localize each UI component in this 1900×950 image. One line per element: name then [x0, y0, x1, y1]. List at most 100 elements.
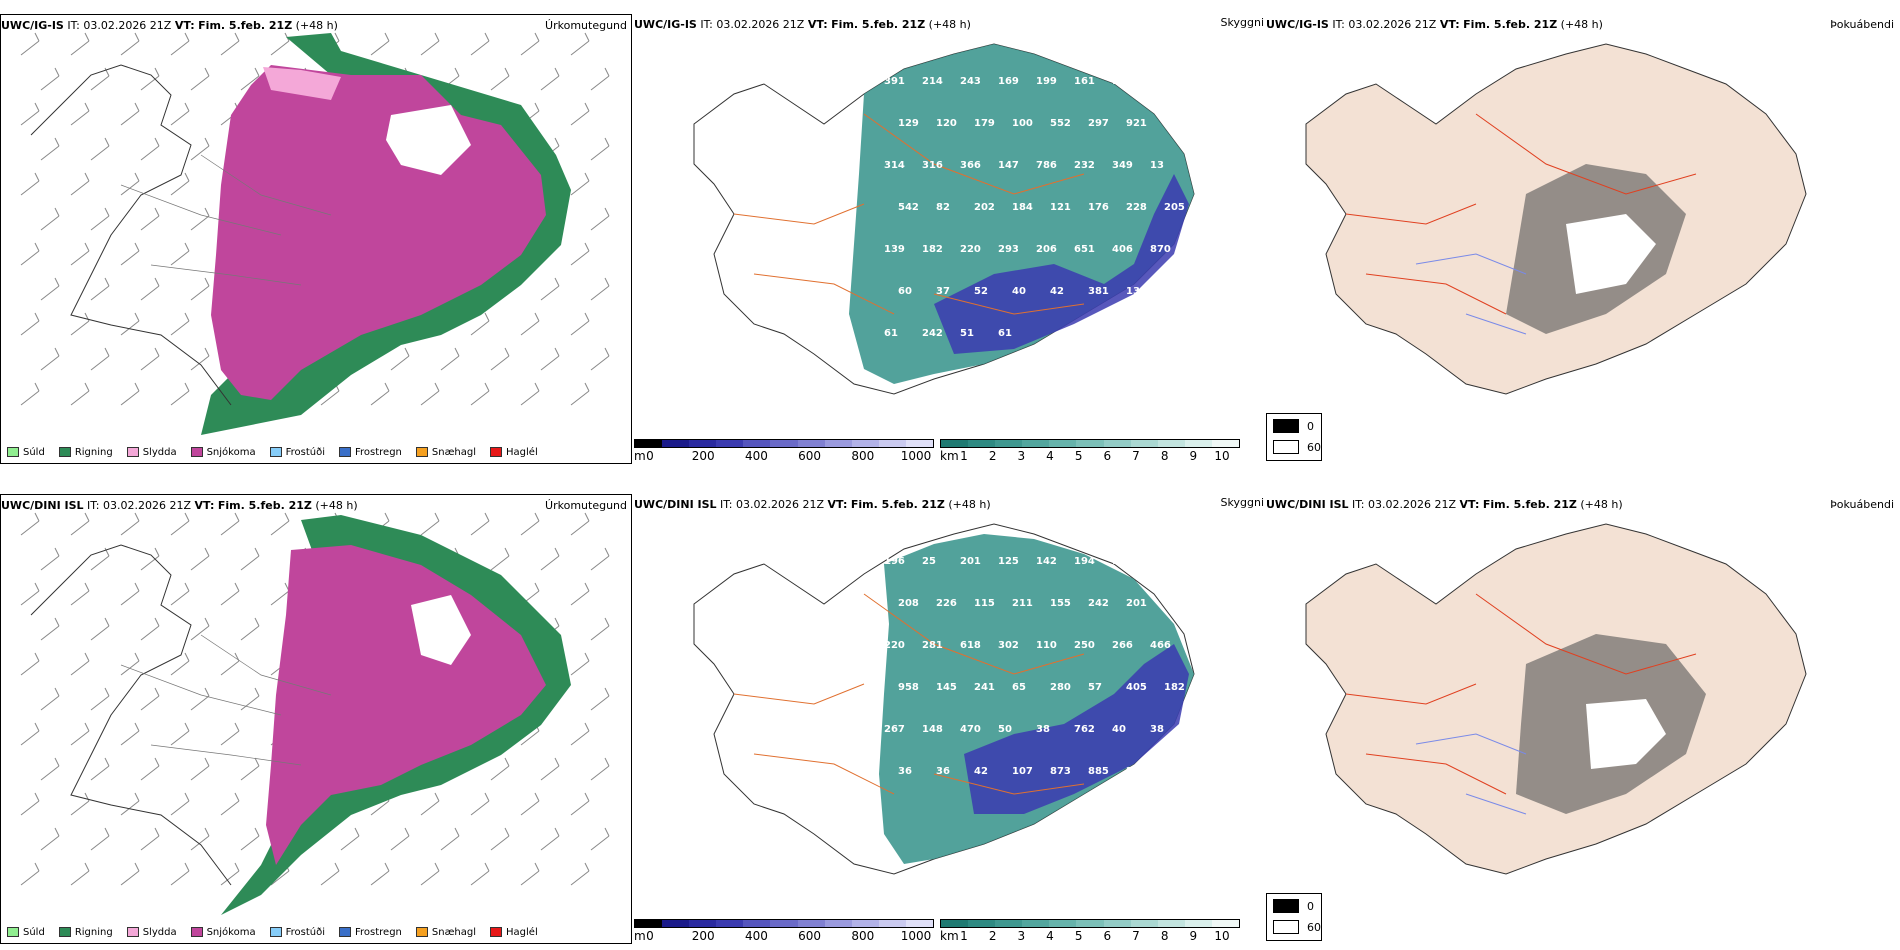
fog-key-1: 0 60 [1266, 413, 1322, 461]
wind-barb [540, 67, 560, 91]
wind-barb [190, 207, 210, 231]
visibility-value-label: 40 [1112, 724, 1126, 735]
visibility-value-label: 11 [1150, 556, 1164, 567]
wind-barb [20, 312, 40, 336]
wind-barb [540, 757, 560, 781]
white-swatch [1273, 920, 1299, 934]
visibility-value-label: 188 [1164, 118, 1185, 129]
it-label: IT: [87, 499, 100, 512]
visibility-value-label: 297 [1088, 118, 1109, 129]
black-swatch [1273, 899, 1299, 913]
legend-swatch [490, 447, 503, 457]
colorbar-cell [689, 440, 717, 447]
panel-header: UWC/IG-IS IT: 03.02.2026 21Z VT: Fim. 5.… [1266, 18, 1603, 31]
visibility-value-label: 214 [922, 76, 943, 87]
wind-barb [40, 207, 60, 231]
panel-header: UWC/IG-IS IT: 03.02.2026 21Z VT: Fim. 5.… [1, 19, 338, 32]
visibility-value-label: 406 [1112, 244, 1133, 255]
wind-barb [20, 512, 40, 536]
visibility-value-label: 266 [1112, 640, 1133, 651]
colorbar-tick: 10 [1214, 929, 1230, 943]
legend-swatch [7, 447, 19, 457]
visibility-value-label: 618 [960, 640, 981, 651]
wind-barb [220, 32, 240, 56]
wind-barb [170, 172, 190, 196]
visibility-value-label: 138 [1126, 286, 1147, 297]
visibility-value-label: 107 [1012, 766, 1033, 777]
snow-area [266, 545, 546, 865]
wind-barb [420, 862, 440, 886]
legend-label: Snæhagl [431, 926, 477, 938]
wind-barb [590, 757, 610, 781]
wind-barb [220, 512, 240, 536]
legend-item: Snjókoma [190, 447, 256, 458]
visibility-value-label: 61 [998, 328, 1012, 339]
wind-barb [170, 32, 190, 56]
model-name: UWC/DINI ISL [634, 498, 717, 511]
wind-barb [540, 827, 560, 851]
colorbar-cell [1022, 920, 1050, 927]
wind-barb [170, 242, 190, 266]
visibility-value-label: 110 [1036, 640, 1057, 651]
colorbar-cell [743, 920, 771, 927]
colorbar-tick: 200 [691, 929, 715, 943]
it-label: IT: [67, 19, 80, 32]
colorbar-cell [851, 920, 879, 927]
wind-barb [120, 172, 140, 196]
visibility-value-label: 552 [1050, 118, 1071, 129]
wind-barb [570, 512, 590, 536]
black-swatch [1273, 419, 1299, 433]
fog-panel-1: UWC/IG-IS IT: 03.02.2026 21Z VT: Fim. 5.… [1266, 14, 1900, 409]
visibility-value-label: 275 [1126, 766, 1147, 777]
iceland-west-outline [30, 64, 232, 406]
wind-barb [20, 652, 40, 676]
wind-barb [570, 722, 590, 746]
colorbar-tick: 1000 [900, 929, 932, 943]
wind-barb [120, 862, 140, 886]
wind-barb [570, 652, 590, 676]
low-visibility-area [934, 174, 1189, 354]
colorbar-cell [878, 920, 906, 927]
fog-key-2: 0 60 [1266, 893, 1322, 941]
model-name: UWC/DINI ISL [1, 499, 84, 512]
wind-barb [70, 312, 90, 336]
visibility-value-label: 873 [1050, 766, 1071, 777]
lead-time: (+48 h) [315, 499, 358, 512]
wind-barb [140, 687, 160, 711]
rivers [1415, 253, 1527, 335]
vt-value: Fim. 5.feb. 21Z [1463, 18, 1558, 31]
wind-barb [90, 547, 110, 571]
colorbar-cell [995, 440, 1023, 447]
legend-item: Súld [7, 447, 45, 458]
legend-swatch [126, 927, 139, 937]
wind-barb [190, 547, 210, 571]
colorbar-cell [743, 440, 771, 447]
wind-barb [220, 862, 240, 886]
visibility-value-label: 57 [1088, 682, 1102, 693]
wind-barb [140, 347, 160, 371]
wind-barb [90, 827, 110, 851]
visibility-value-label: 281 [922, 640, 943, 651]
legend-swatch [339, 447, 351, 457]
legend-label: Snæhagl [431, 446, 477, 458]
colorbar-cell [662, 920, 690, 927]
legend-label: Frostúði [285, 926, 325, 938]
visibility-value-label: 885 [1088, 766, 1109, 777]
legend-item: Frostúði [269, 926, 325, 938]
wind-barb [170, 722, 190, 746]
visibility-value-label: 405 [1126, 682, 1147, 693]
legend-label: Slydda [142, 446, 177, 458]
wind-barb [70, 722, 90, 746]
colorbar-cell [1076, 440, 1104, 447]
colorbar-cell [716, 920, 744, 927]
colorbar-cells [634, 919, 934, 928]
colorbar-cell [878, 440, 906, 447]
visibility-value-label: 349 [1112, 160, 1133, 171]
colorbar-cell [905, 440, 934, 447]
colorbar-cell [716, 440, 744, 447]
wind-barb [190, 757, 210, 781]
visibility-value-label: 220 [960, 244, 981, 255]
visibility-value-label: 125 [998, 556, 1019, 567]
legend-label: Frostúði [285, 446, 325, 458]
legend-item: Snæhagl [415, 926, 477, 938]
